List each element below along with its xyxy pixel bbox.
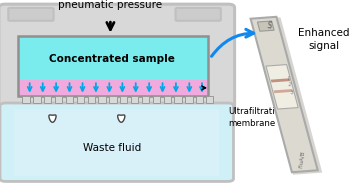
Text: membrane: membrane <box>228 119 275 128</box>
FancyBboxPatch shape <box>0 4 235 109</box>
Polygon shape <box>251 17 318 172</box>
Bar <box>196 96 203 103</box>
Text: Enhanced
signal: Enhanced signal <box>298 28 350 51</box>
FancyBboxPatch shape <box>14 109 219 176</box>
Bar <box>18 37 208 80</box>
Bar <box>77 96 84 103</box>
Bar <box>44 96 51 103</box>
Text: S: S <box>267 21 273 31</box>
Bar <box>164 96 171 103</box>
FancyArrowPatch shape <box>211 29 254 56</box>
Text: Concentrated sample: Concentrated sample <box>49 54 175 64</box>
Polygon shape <box>49 115 56 122</box>
Bar <box>206 96 213 103</box>
Text: Ultrafiltration: Ultrafiltration <box>228 107 285 116</box>
Polygon shape <box>266 65 298 109</box>
Bar <box>185 96 193 103</box>
Bar <box>120 96 127 103</box>
Bar <box>22 96 30 103</box>
FancyBboxPatch shape <box>0 103 233 181</box>
FancyBboxPatch shape <box>176 8 221 21</box>
Bar <box>174 96 182 103</box>
Bar <box>18 36 208 96</box>
Bar <box>88 96 95 103</box>
Text: 3: 3 <box>290 90 293 95</box>
Polygon shape <box>118 115 125 122</box>
Text: 2: 2 <box>287 82 291 87</box>
Text: FluA/B: FluA/B <box>298 150 305 168</box>
FancyBboxPatch shape <box>8 8 54 21</box>
Polygon shape <box>257 21 274 31</box>
Bar <box>55 96 62 103</box>
Bar <box>66 96 73 103</box>
Bar <box>33 96 41 103</box>
Text: Waste fluid: Waste fluid <box>83 143 141 153</box>
Bar <box>153 96 160 103</box>
Polygon shape <box>251 17 322 175</box>
Bar <box>142 96 149 103</box>
Bar <box>131 96 138 103</box>
Bar <box>109 96 117 103</box>
Text: 1: 1 <box>286 76 290 81</box>
Bar <box>18 80 208 96</box>
Polygon shape <box>271 78 290 82</box>
Text: pneumatic pressure: pneumatic pressure <box>58 0 163 10</box>
Polygon shape <box>274 89 293 93</box>
Bar <box>98 96 106 103</box>
